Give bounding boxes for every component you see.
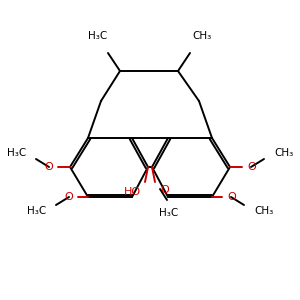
Text: O: O bbox=[247, 162, 256, 172]
Text: O: O bbox=[160, 185, 169, 195]
Text: HO: HO bbox=[124, 187, 141, 197]
Text: H₃C: H₃C bbox=[88, 31, 108, 41]
Text: CH₃: CH₃ bbox=[192, 31, 212, 41]
Text: H₃C: H₃C bbox=[7, 148, 26, 158]
Text: H₃C: H₃C bbox=[27, 206, 46, 216]
Text: O: O bbox=[64, 192, 73, 202]
Text: CH₃: CH₃ bbox=[254, 206, 273, 216]
Text: H₃C: H₃C bbox=[159, 208, 178, 218]
Text: O: O bbox=[44, 162, 53, 172]
Text: CH₃: CH₃ bbox=[274, 148, 293, 158]
Text: O: O bbox=[227, 192, 236, 202]
